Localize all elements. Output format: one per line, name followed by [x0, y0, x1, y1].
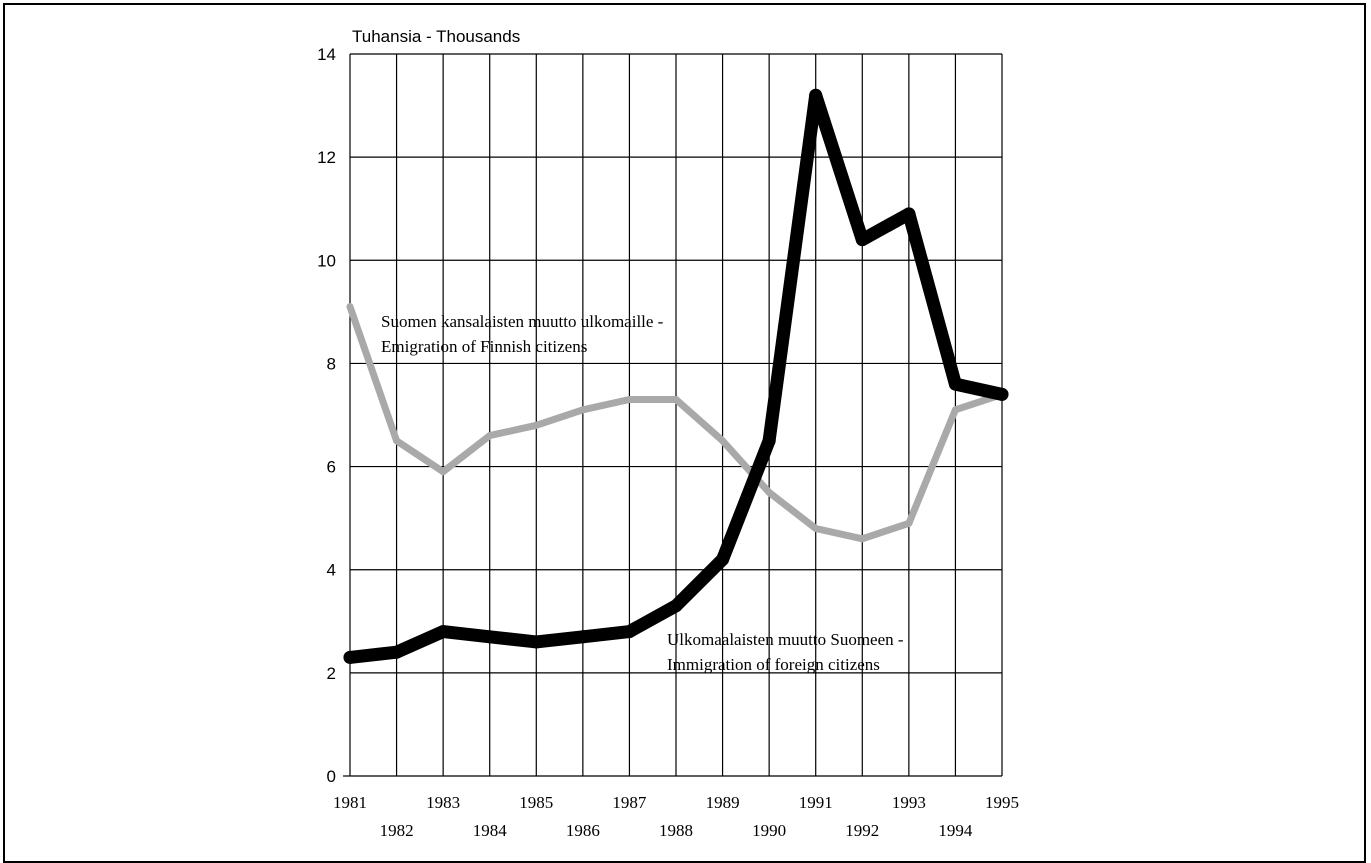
- emigration-line-point: [625, 396, 633, 404]
- emigration-line-point: [672, 396, 680, 404]
- emigration-line-point: [951, 406, 959, 414]
- emigration-line-point: [439, 468, 447, 476]
- emigration-label-line2: Emigration of Finnish citizens: [381, 337, 587, 356]
- x-tick-label: 1983: [426, 793, 460, 812]
- series-annotations: Suomen kansalaisten muutto ulkomaille - …: [381, 312, 904, 674]
- x-tick-label: 1994: [938, 821, 973, 840]
- immigration-line-point: [669, 599, 683, 613]
- y-tick-label: 6: [327, 458, 336, 477]
- immigration-line-point: [529, 635, 543, 649]
- emigration-line-point: [579, 406, 587, 414]
- immigration-line-point: [436, 625, 450, 639]
- immigration-line-point: [762, 434, 776, 448]
- immigration-line-point: [483, 630, 497, 644]
- immigration-line-point: [948, 377, 962, 391]
- immigration-line-point: [343, 650, 357, 664]
- x-tick-label: 1992: [845, 821, 879, 840]
- y-tick-label: 2: [327, 664, 336, 683]
- emigration-line-point: [812, 524, 820, 532]
- emigration-line-point: [905, 519, 913, 527]
- y-tick-labels: 0 2 4 6 8 10 12 14: [317, 45, 336, 786]
- emigration-label-line1: Suomen kansalaisten muutto ulkomaille -: [381, 312, 664, 331]
- immigration-label-line2: Immigration of foreign citizens: [667, 655, 880, 674]
- x-tick-label: 1988: [659, 821, 693, 840]
- emigration-line-point: [346, 303, 354, 311]
- y-tick-label: 14: [317, 45, 336, 64]
- immigration-line-point: [809, 88, 823, 102]
- immigration-line-point: [902, 207, 916, 221]
- emigration-line-point: [486, 432, 494, 440]
- x-tick-label: 1990: [752, 821, 786, 840]
- immigration-line-point: [576, 630, 590, 644]
- immigration-line-point: [390, 645, 404, 659]
- x-tick-label: 1982: [380, 821, 414, 840]
- emigration-line-point: [765, 488, 773, 496]
- emigration-line-point: [532, 421, 540, 429]
- y-tick-label: 10: [317, 251, 336, 270]
- chart-frame: [3, 3, 1366, 863]
- x-tick-labels: 1981 1983 1985 1987 1989 1991 1993 1995 1982 1984…: [333, 793, 1019, 840]
- x-tick-label: 1989: [706, 793, 740, 812]
- immigration-label-line1: Ulkomaalaisten muutto Suomeen -: [667, 630, 904, 649]
- y-tick-label: 4: [327, 561, 336, 580]
- x-tick-label: 1984: [473, 821, 508, 840]
- x-tick-label: 1993: [892, 793, 926, 812]
- y-tick-label: 0: [327, 767, 336, 786]
- immigration-line-point: [995, 387, 1009, 401]
- unit-label: Tuhansia - Thousands: [352, 27, 520, 46]
- x-tick-label: 1987: [612, 793, 647, 812]
- y-tick-label: 12: [317, 148, 336, 167]
- x-tick-label: 1981: [333, 793, 367, 812]
- immigration-line-point: [855, 233, 869, 247]
- emigration-line-point: [858, 535, 866, 543]
- x-tick-label: 1991: [799, 793, 833, 812]
- emigration-line-point: [393, 437, 401, 445]
- series-lines: [343, 88, 1009, 664]
- y-tick-label: 8: [327, 354, 336, 373]
- x-tick-label: 1995: [985, 793, 1019, 812]
- x-tick-label: 1986: [566, 821, 600, 840]
- x-tick-label: 1985: [519, 793, 553, 812]
- immigration-line-point: [716, 552, 730, 566]
- immigration-line-point: [622, 625, 636, 639]
- emigration-line-point: [719, 437, 727, 445]
